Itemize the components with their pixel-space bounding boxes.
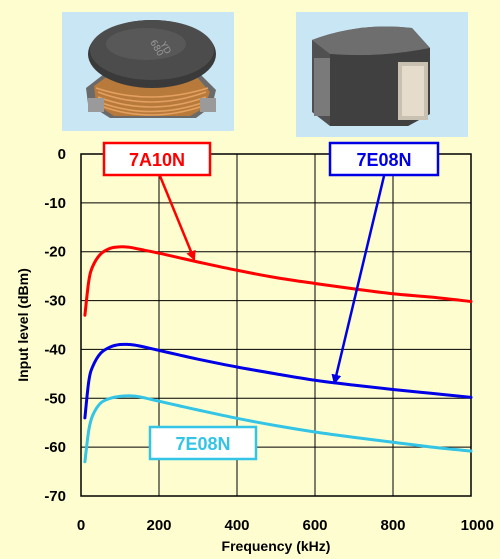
annotations: 7A10N 7E08N 7E08N xyxy=(102,141,440,461)
x-tick-label: 400 xyxy=(224,517,249,534)
y-tick-label: 0 xyxy=(58,146,66,163)
series-line-0 xyxy=(83,245,473,317)
y-tick-label: -70 xyxy=(44,488,66,505)
x-tick-label: 0 xyxy=(77,517,85,534)
callout-arrow-1 xyxy=(331,175,386,385)
x-tick-label: 200 xyxy=(146,517,171,534)
y-tick-label: -50 xyxy=(44,390,66,407)
y-tick-label: -30 xyxy=(44,293,66,310)
series-line-1 xyxy=(83,342,473,420)
x-tick-labels: 0 200 400 600 800 1000 xyxy=(77,517,494,534)
callout-box-0 xyxy=(102,141,212,177)
y-tick-label: -20 xyxy=(44,244,66,261)
x-tick-label: 1000 xyxy=(461,517,494,534)
callout-label: 7E08N xyxy=(175,434,230,454)
callout-box-1 xyxy=(328,141,440,177)
y-axis-title: Input level (dBm) xyxy=(15,268,31,382)
callout-label: 7E08N xyxy=(356,150,411,170)
series-line-2 xyxy=(83,394,473,464)
x-axis-title: Frequency (kHz) xyxy=(222,538,331,554)
x-tick-label: 800 xyxy=(380,517,405,534)
y-tick-label: -60 xyxy=(44,439,66,456)
callout-label: 7A10N xyxy=(129,150,185,170)
plot-frame xyxy=(80,153,472,497)
y-tick-label: -40 xyxy=(44,341,66,358)
x-tick-label: 600 xyxy=(302,517,327,534)
series-layer xyxy=(83,245,473,464)
y-tick-labels: 0 -10 -20 -30 -40 -50 -60 -70 xyxy=(44,146,66,505)
callout-box-2 xyxy=(148,425,258,461)
y-tick-label: -10 xyxy=(44,195,66,212)
callout-arrow-0 xyxy=(158,175,196,261)
